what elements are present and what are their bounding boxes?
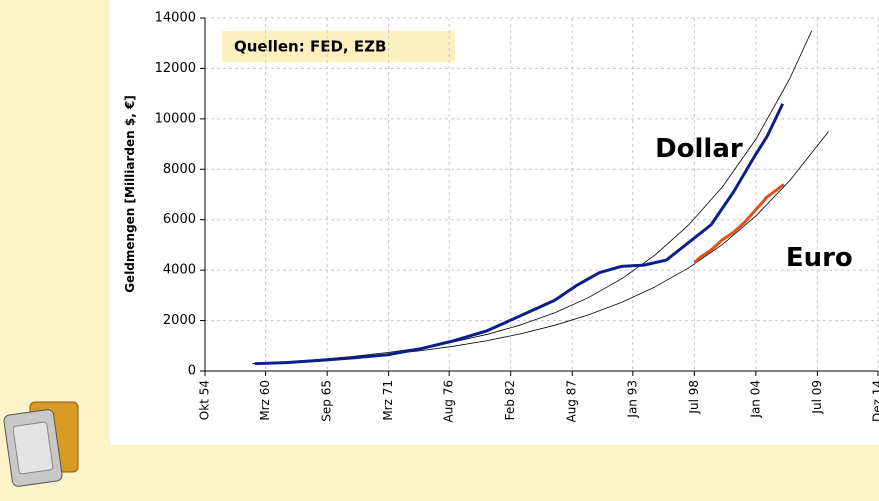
chart-panel bbox=[110, 0, 879, 445]
x-tick-label: Mrz 71 bbox=[381, 380, 395, 421]
x-tick-label: Aug 76 bbox=[442, 380, 456, 423]
gold-bar-icon bbox=[3, 402, 78, 487]
y-tick-label: 12000 bbox=[155, 61, 196, 76]
y-tick-label: 10000 bbox=[155, 111, 196, 126]
x-tick-label: Sep 65 bbox=[320, 380, 334, 422]
x-tick-label: Dez 14 bbox=[871, 380, 879, 422]
chart: Quellen: FED, EZB Geldmengen [Milliarden… bbox=[0, 0, 879, 497]
y-tick-label: 14000 bbox=[155, 11, 196, 26]
x-tick-label: Mrz 60 bbox=[258, 380, 272, 421]
y-tick-label: 8000 bbox=[163, 162, 196, 177]
x-tick-label: Feb 82 bbox=[503, 380, 517, 420]
y-tick-label: 2000 bbox=[163, 313, 196, 328]
page: Quellen: FED, EZB Geldmengen [Milliarden… bbox=[0, 0, 879, 497]
series-label: Dollar bbox=[655, 134, 743, 164]
y-tick-label: 6000 bbox=[163, 212, 196, 227]
source-note: Quellen: FED, EZB bbox=[234, 38, 386, 56]
x-tick-label: Jan 93 bbox=[625, 380, 639, 419]
y-axis-label: Geldmengen [Milliarden $, €] bbox=[123, 95, 137, 293]
x-tick-label: Jul 98 bbox=[687, 380, 701, 415]
x-tick-label: Jul 09 bbox=[810, 380, 824, 415]
x-tick-label: Jan 04 bbox=[748, 380, 762, 419]
x-tick-label: Aug 87 bbox=[565, 380, 579, 423]
series-label: Euro bbox=[786, 243, 853, 273]
x-tick-label: Okt 54 bbox=[198, 380, 212, 420]
y-tick-label: 4000 bbox=[163, 263, 196, 278]
y-tick-label: 0 bbox=[188, 364, 196, 379]
